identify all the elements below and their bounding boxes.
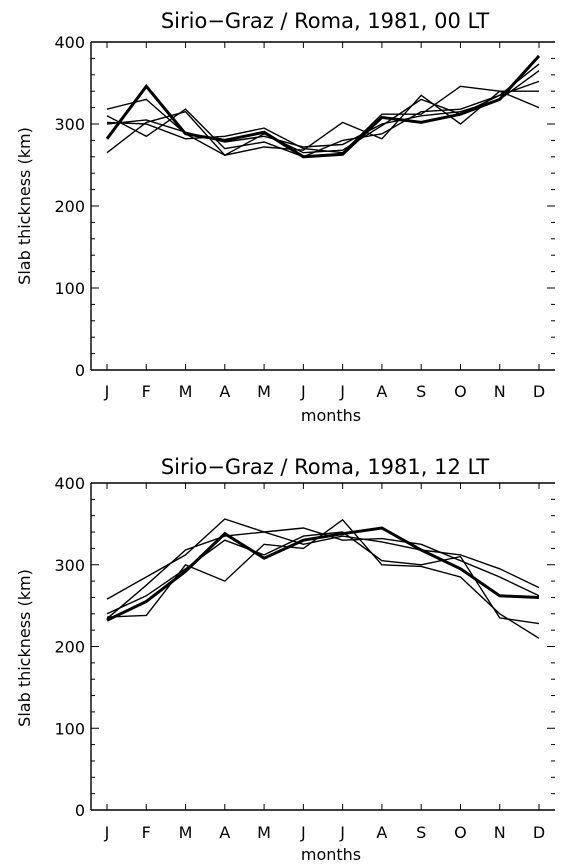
plot-axes: 0 100 200 300 400 J F M A M J J A S O N D [54, 33, 555, 401]
chart-title: Sirio−Graz / Roma, 1981, 12 LT [161, 455, 489, 479]
x-tick-label: J [300, 823, 306, 842]
x-tick-label: J [104, 382, 110, 401]
x-tick-label: S [416, 823, 426, 842]
series-line-3 [106, 518, 540, 600]
y-tick-label: 200 [54, 638, 85, 657]
x-tick-label: J [339, 823, 345, 842]
x-tick-label: D [533, 823, 545, 842]
x-tick-label: J [339, 382, 345, 401]
x-tick-label: N [494, 823, 506, 842]
x-tick-label: A [376, 382, 387, 401]
y-tick-label: 0 [75, 361, 85, 380]
y-tick-label: 100 [54, 719, 85, 738]
series-line-5 [106, 531, 540, 625]
series-line-4 [106, 527, 540, 620]
x-tick-label: J [104, 823, 110, 842]
x-tick-label: O [454, 382, 467, 401]
y-tick-label: 300 [54, 556, 85, 575]
y-tick-label: 300 [54, 115, 85, 134]
x-tick-label: O [454, 823, 467, 842]
y-tick-label: 0 [75, 801, 85, 820]
x-tick-label: M [179, 382, 193, 401]
series-line-2 [106, 63, 540, 156]
series-lines [106, 518, 540, 639]
y-tick-label: 400 [54, 33, 85, 52]
y-axis-label: Slab thickness (km) [15, 127, 34, 285]
series-lines [105, 54, 541, 159]
series-line-4 [106, 85, 540, 154]
x-tick-label: J [300, 382, 306, 401]
series-line-5 [106, 80, 540, 158]
y-tick-label: 400 [54, 474, 85, 493]
chart-title: Sirio−Graz / Roma, 1981, 00 LT [161, 9, 489, 33]
x-axis-label: months [301, 845, 361, 864]
x-tick-label: N [494, 382, 506, 401]
x-tick-label: M [257, 382, 271, 401]
x-tick-label: M [257, 823, 271, 842]
x-axis-label: months [301, 406, 361, 425]
x-tick-label: F [142, 823, 151, 842]
y-tick-label: 200 [54, 197, 85, 216]
bottom-panel-12lt: Sirio−Graz / Roma, 1981, 12 LT Slab thic… [15, 455, 555, 864]
x-tick-label: A [219, 823, 230, 842]
y-axis-label: Slab thickness (km) [15, 569, 34, 727]
x-tick-label: S [416, 382, 426, 401]
x-tick-label: D [533, 382, 545, 401]
y-tick-label: 100 [54, 279, 85, 298]
series-line-1 [105, 54, 541, 159]
series-line-6 [106, 70, 540, 148]
x-tick-label: A [219, 382, 230, 401]
plot-axes: 0 100 200 300 400 J F M A M J J A S O N D [54, 474, 555, 842]
top-panel-00lt: Sirio−Graz / Roma, 1981, 00 LT Slab thic… [15, 9, 555, 425]
x-tick-label: F [142, 382, 151, 401]
series-line-1 [106, 526, 540, 622]
x-tick-label: M [179, 823, 193, 842]
x-tick-label: A [376, 823, 387, 842]
